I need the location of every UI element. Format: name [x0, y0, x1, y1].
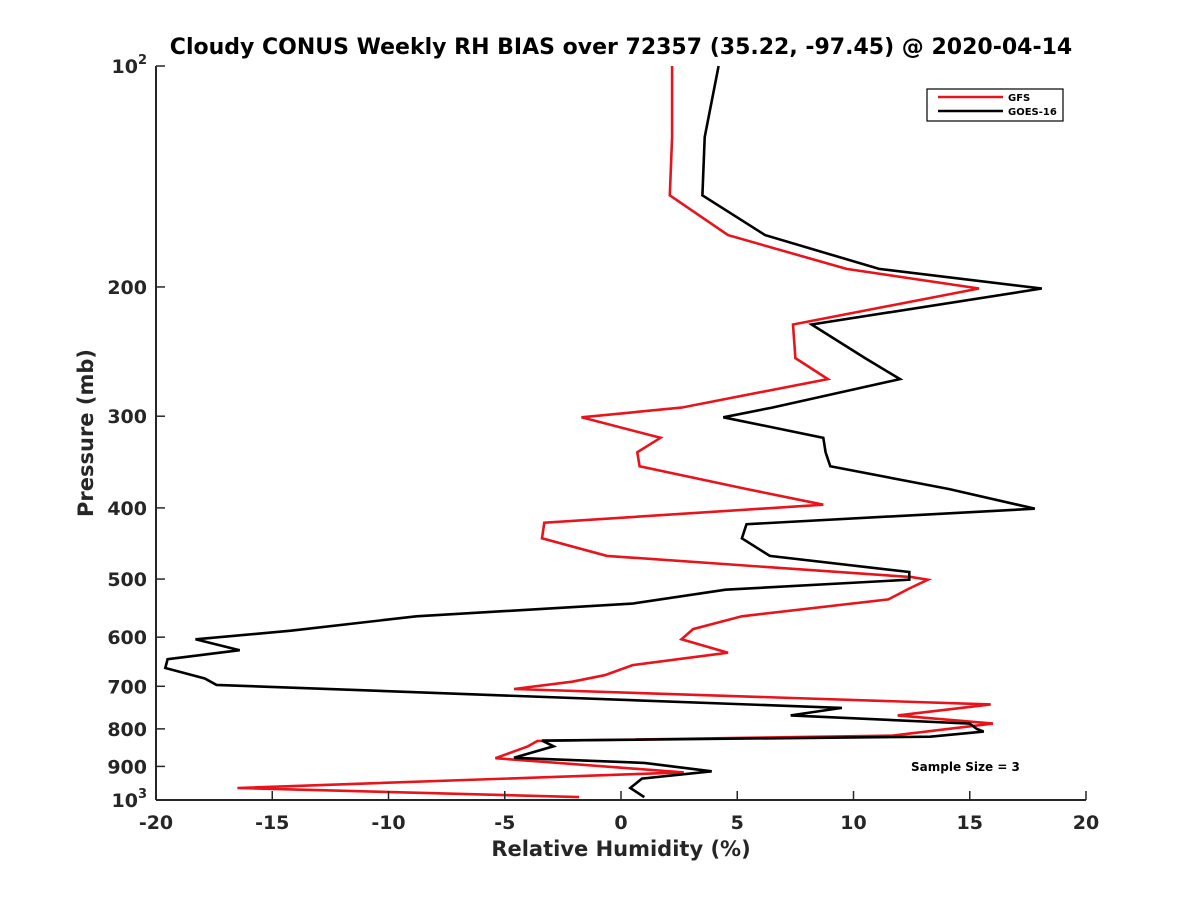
x-axis-ticks: -20 -15 -10 -5 0 5 10 15 20: [139, 791, 1099, 834]
y-axis-label: Pressure (mb): [74, 349, 98, 517]
y-tick-label: 700: [107, 676, 147, 698]
legend-label-gfs: GFS: [1008, 93, 1030, 104]
x-axis-label: Relative Humidity (%): [491, 837, 750, 861]
y-tick-label: 600: [107, 627, 147, 649]
axes: -20 -15 -10 -5 0 5 10 15 20 102 200 300 400 500 600 70…: [107, 53, 1099, 834]
x-tick-label: -15: [255, 812, 289, 834]
x-tick-label: 15: [957, 812, 983, 834]
y-tick-label: 200: [107, 277, 147, 299]
y-tick-label: 300: [107, 406, 147, 428]
legend-label-goes16: GOES-16: [1008, 107, 1057, 118]
x-tick-label: -20: [139, 812, 173, 834]
chart-title: Cloudy CONUS Weekly RH BIAS over 72357 (…: [170, 35, 1072, 60]
series-line-goes16: [163, 65, 1043, 799]
x-tick-label: -10: [371, 812, 405, 834]
y-axis-ticks: 102 200 300 400 500 600 700 800 900 103: [107, 53, 165, 812]
y-tick-label: 900: [107, 756, 147, 778]
series-line-gfs: [237, 66, 994, 799]
legend-box: [926, 88, 1064, 122]
y-tick-label: 500: [107, 569, 147, 591]
x-tick-label: 0: [614, 812, 627, 834]
x-tick-label: 5: [731, 812, 744, 834]
y-tick-label: 102: [112, 53, 148, 78]
legend: GFS GOES-16: [926, 88, 1064, 122]
y-tick-label: 800: [107, 719, 147, 741]
x-tick-label: 20: [1073, 812, 1099, 834]
y-tick-label: 400: [107, 498, 147, 520]
x-tick-label: -5: [494, 812, 515, 834]
plot-area: [163, 65, 1043, 799]
y-tick-label: 103: [112, 787, 148, 812]
x-tick-label: 10: [840, 812, 866, 834]
sample-size-annotation: Sample Size = 3: [911, 760, 1020, 774]
